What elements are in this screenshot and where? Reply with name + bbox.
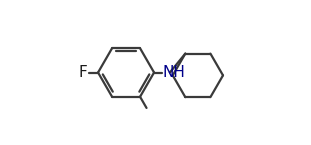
Text: F: F (79, 65, 88, 80)
Text: NH: NH (162, 65, 185, 80)
